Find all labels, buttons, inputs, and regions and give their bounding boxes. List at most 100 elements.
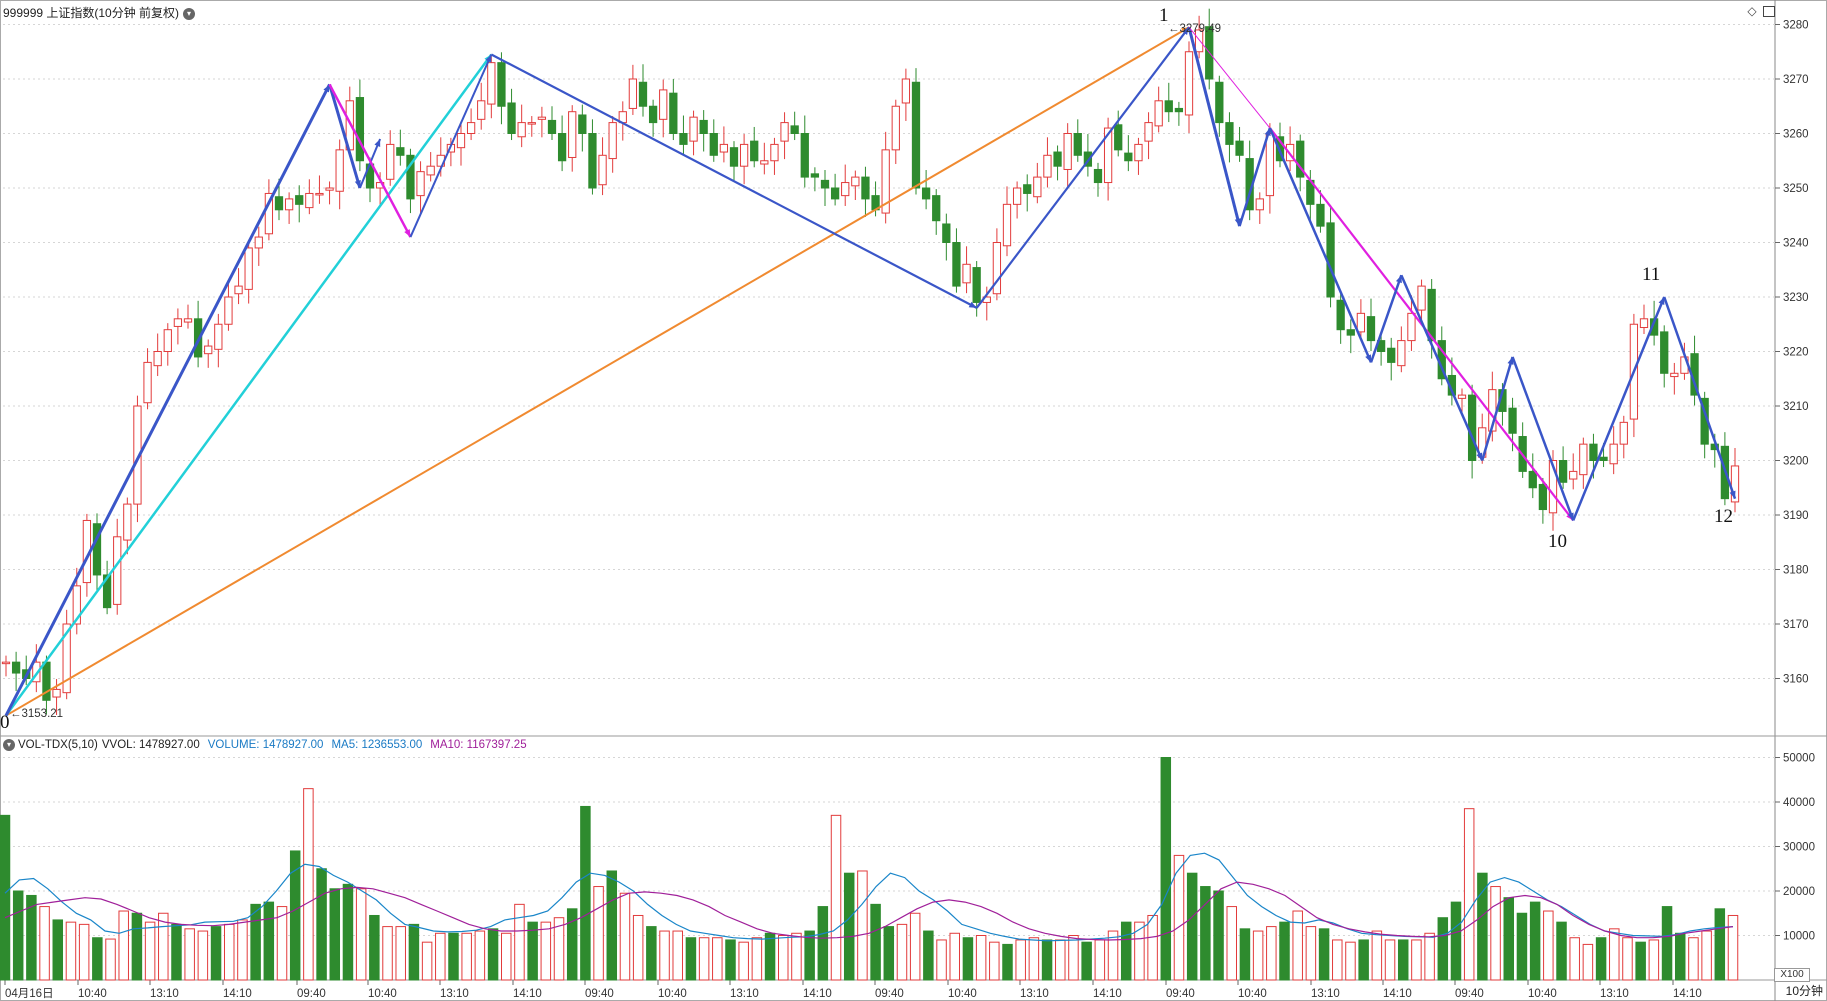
candle-body [507, 102, 516, 135]
volume-bar [421, 941, 433, 981]
volume-bar [26, 894, 37, 981]
candle-body [1407, 312, 1416, 342]
candle-body [1144, 122, 1153, 142]
candle-body [254, 236, 263, 249]
period-label[interactable]: 10分钟 [1785, 984, 1823, 998]
wave-label: 1 [1159, 5, 1169, 26]
candle-body [1538, 483, 1548, 511]
candle-body [841, 182, 850, 197]
ma5-line [4, 852, 1734, 942]
volume-tick-label: 10000 [1783, 931, 1815, 943]
candle-body [739, 143, 749, 167]
wave-blue-8-arrow [1264, 128, 1271, 137]
volume-bar [1556, 921, 1567, 981]
candle-body [32, 661, 41, 683]
candle-body [456, 133, 466, 149]
wave-blue-11 [1400, 274, 1484, 462]
volume-bar [1041, 939, 1053, 981]
volume-bar [1714, 908, 1726, 981]
volume-bar [593, 886, 604, 981]
volume-tick-label: 20000 [1783, 886, 1815, 898]
candle-body [1255, 198, 1264, 211]
volume-bar [1595, 937, 1607, 981]
volume-bar [263, 901, 275, 981]
candle-body [962, 263, 971, 284]
volume-bar [1332, 939, 1343, 981]
volume-bar [1147, 914, 1158, 981]
volume-bar [1463, 808, 1475, 981]
volume-bar [989, 941, 1000, 981]
volume-bar [646, 926, 657, 981]
volume-bar [1279, 921, 1290, 981]
volume-bar [1266, 926, 1277, 981]
candle-body [1134, 143, 1143, 162]
x-tick-label: 04月16日 [5, 988, 54, 1000]
volume-bar [685, 937, 697, 981]
candle-body [669, 92, 678, 134]
candle-body [1548, 460, 1558, 514]
x-tick-label: 13:10 [150, 988, 179, 1000]
candle-body [52, 688, 61, 698]
candle-body [477, 100, 486, 120]
volume-indicator-header: ▾ VOL-TDX(5,10) VVOL: 1478927.00 VOLUME: 14… [3, 739, 535, 751]
volume-bar [1173, 854, 1185, 981]
candle-body [699, 119, 708, 134]
candle-body [709, 133, 718, 156]
candle-body [547, 119, 557, 134]
volume-bar [289, 850, 301, 981]
panel-toggle-icon[interactable] [1763, 6, 1775, 18]
wave-blue-9 [1268, 127, 1373, 363]
volume-bar [408, 923, 420, 981]
volume-bar [1384, 939, 1396, 981]
x-tick-label: 10:40 [948, 988, 977, 1000]
volume-bar [857, 870, 868, 981]
volume-bar [923, 930, 934, 981]
candle-body [992, 242, 1002, 295]
volume-bar [896, 923, 908, 981]
candle-body [1508, 407, 1517, 434]
volume-bar [580, 805, 591, 981]
candle-body [1073, 133, 1082, 156]
candle-body [72, 585, 81, 625]
diamond-icon[interactable]: ◇ [1747, 4, 1757, 18]
candle-body [1569, 470, 1578, 480]
candle-body [557, 133, 567, 162]
volume-bar [698, 937, 710, 981]
candle-body [355, 97, 365, 162]
candle-body [679, 133, 688, 145]
volume-value: VOLUME: 1478927.00 [207, 739, 324, 752]
candle-body [153, 351, 162, 367]
volume-bar [1411, 939, 1422, 981]
volume-bar [355, 888, 367, 981]
volume-bar [606, 870, 618, 981]
volume-bar [329, 888, 341, 981]
candle-body [1194, 29, 1204, 53]
volume-bar [949, 932, 960, 981]
volume-bar [830, 814, 842, 981]
wave-blue-4 [409, 54, 493, 238]
low-price-label: ←3153.21 [10, 708, 63, 720]
candle-body [891, 105, 900, 151]
wave-magenta-2 [1188, 26, 1271, 129]
price-tick-label: 3180 [1783, 565, 1809, 577]
indicator-name[interactable]: VOL-TDX(5,10) [18, 739, 98, 752]
volume-bar [0, 814, 11, 981]
x-tick-label: 13:10 [730, 988, 759, 1000]
chevron-down-icon[interactable]: ▾ [3, 739, 15, 751]
candle-body [143, 361, 152, 404]
candle-body [1265, 133, 1275, 197]
chevron-down-icon[interactable]: ▾ [183, 7, 196, 20]
volume-bar [1371, 930, 1383, 981]
wave-blue-6 [975, 26, 1190, 309]
volume-bar [1397, 939, 1409, 981]
price-tick-label: 3160 [1783, 674, 1809, 686]
candle-body [335, 149, 344, 192]
volume-bar [1345, 941, 1356, 981]
volume-bar [619, 892, 631, 981]
volume-bar [936, 939, 947, 981]
volume-bar [171, 923, 182, 981]
volume-bars-group [0, 757, 1739, 981]
x-tick-label: 14:10 [803, 988, 832, 1000]
